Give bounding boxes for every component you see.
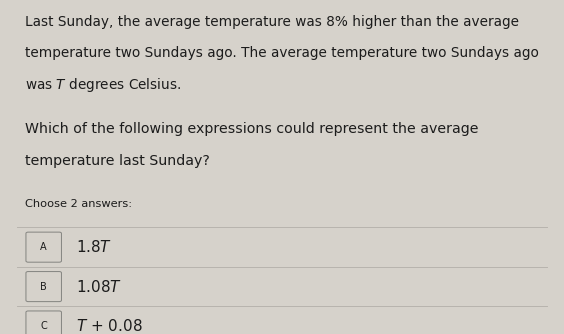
Text: Choose 2 answers:: Choose 2 answers:	[25, 199, 133, 209]
Text: temperature two Sundays ago. The average temperature two Sundays ago: temperature two Sundays ago. The average…	[25, 46, 539, 60]
Text: was $T$ degrees Celsius.: was $T$ degrees Celsius.	[25, 76, 182, 95]
Text: Last Sunday, the average temperature was 8% higher than the average: Last Sunday, the average temperature was…	[25, 15, 519, 29]
Text: Which of the following expressions could represent the average: Which of the following expressions could…	[25, 122, 479, 136]
Text: $T$ + 0.08: $T$ + 0.08	[76, 318, 143, 334]
Text: 1.08$T$: 1.08$T$	[76, 279, 122, 295]
Text: C: C	[41, 321, 47, 331]
Text: B: B	[41, 282, 47, 292]
FancyBboxPatch shape	[26, 311, 61, 334]
Text: temperature last Sunday?: temperature last Sunday?	[25, 154, 210, 168]
FancyBboxPatch shape	[26, 232, 61, 262]
FancyBboxPatch shape	[26, 272, 61, 302]
Text: 1.8$T$: 1.8$T$	[76, 239, 112, 255]
Text: A: A	[41, 242, 47, 252]
